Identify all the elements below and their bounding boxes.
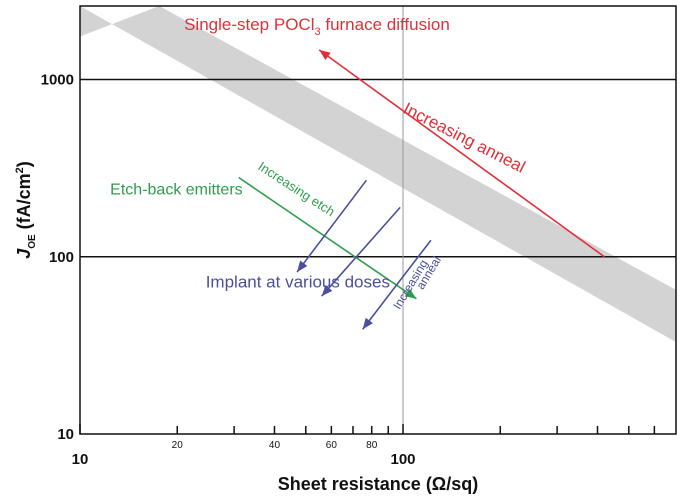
arrow-1-shaft (238, 176, 417, 300)
x-tick-label: 10 (72, 451, 89, 468)
y-tick-label: 10 (57, 426, 74, 443)
arrow-4-shaft (362, 239, 432, 330)
annotation-green-increasing: Increasing etch (255, 159, 337, 220)
arrow-2 (296, 179, 367, 273)
arrow-2-head (297, 260, 308, 273)
arrow-3 (321, 206, 401, 297)
arrow-4 (362, 239, 432, 330)
annotation-green-emitters: Etch-back emitters (110, 181, 242, 198)
arrow-1 (238, 176, 417, 300)
x-minor-tick-label: 20 (172, 440, 184, 451)
arrow-1-head (404, 288, 417, 299)
arrow-3-head (321, 284, 333, 297)
x-axis-title: Sheet resistance (Ω/sq) (278, 474, 479, 494)
annotation-red-title: Single-step POCl3 furnace diffusion (184, 15, 450, 38)
arrow-4-head (362, 317, 373, 330)
x-tick-label: 100 (391, 451, 416, 468)
y-tick-label: 1000 (41, 72, 74, 89)
x-minor-tick-label: 80 (366, 440, 378, 451)
arrow-3-shaft (321, 206, 401, 297)
plot-frame (79, 5, 677, 435)
arrow-0-head (319, 49, 331, 60)
x-minor-tick-label: 40 (269, 440, 281, 451)
arrow-2-shaft (296, 179, 367, 273)
y-axis-title: JOE (fA/cm2) (14, 161, 38, 259)
pocl3-band (80, 6, 676, 343)
x-minor-tick-label: 60 (326, 440, 338, 451)
annotation-blue-implant: Implant at various doses (206, 273, 390, 292)
arrow-0-shaft (318, 49, 605, 258)
arrow-0 (318, 49, 605, 258)
y-tick-label: 100 (49, 249, 74, 266)
